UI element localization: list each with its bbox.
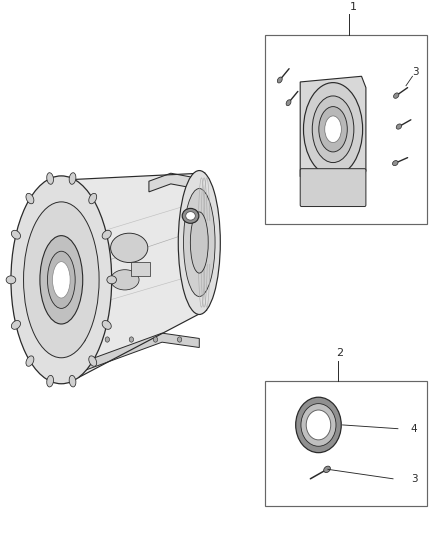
Circle shape: [177, 337, 182, 342]
FancyBboxPatch shape: [300, 168, 366, 207]
Bar: [131, 262, 150, 276]
Circle shape: [81, 337, 85, 342]
Text: 4: 4: [205, 185, 212, 195]
Bar: [265, 381, 427, 506]
Circle shape: [153, 337, 158, 342]
Ellipse shape: [110, 270, 139, 290]
Ellipse shape: [47, 173, 53, 184]
Ellipse shape: [11, 176, 112, 384]
Ellipse shape: [110, 233, 148, 263]
Ellipse shape: [324, 466, 330, 473]
Ellipse shape: [102, 230, 111, 239]
Circle shape: [301, 403, 336, 446]
Polygon shape: [300, 76, 366, 182]
Text: 4: 4: [411, 424, 417, 434]
Ellipse shape: [40, 236, 83, 324]
Text: 2: 2: [336, 349, 344, 358]
Ellipse shape: [394, 93, 399, 98]
Text: 1: 1: [350, 2, 357, 12]
Ellipse shape: [89, 193, 97, 204]
Ellipse shape: [11, 320, 21, 329]
Ellipse shape: [191, 212, 208, 273]
Ellipse shape: [89, 356, 97, 366]
Ellipse shape: [107, 276, 117, 284]
Text: 3: 3: [411, 474, 417, 484]
Ellipse shape: [277, 77, 282, 83]
Ellipse shape: [286, 100, 291, 106]
Ellipse shape: [178, 171, 220, 314]
Circle shape: [306, 410, 331, 440]
Ellipse shape: [47, 251, 75, 309]
Circle shape: [105, 337, 110, 342]
Ellipse shape: [24, 202, 99, 358]
Polygon shape: [74, 173, 220, 377]
Ellipse shape: [6, 276, 16, 284]
Ellipse shape: [186, 212, 195, 220]
Ellipse shape: [69, 375, 76, 387]
Circle shape: [129, 337, 134, 342]
Ellipse shape: [102, 320, 111, 329]
Ellipse shape: [184, 189, 215, 296]
Ellipse shape: [312, 96, 354, 163]
Ellipse shape: [69, 173, 76, 184]
Ellipse shape: [392, 160, 398, 166]
Ellipse shape: [182, 208, 199, 223]
Polygon shape: [149, 173, 199, 192]
Ellipse shape: [304, 83, 363, 176]
Ellipse shape: [325, 116, 341, 142]
Ellipse shape: [11, 230, 21, 239]
Ellipse shape: [53, 262, 70, 298]
Text: 3: 3: [413, 68, 419, 77]
Bar: [265, 35, 427, 224]
Circle shape: [296, 397, 341, 453]
Polygon shape: [53, 333, 199, 382]
Ellipse shape: [319, 107, 347, 152]
Ellipse shape: [26, 193, 34, 204]
Ellipse shape: [47, 375, 53, 387]
Ellipse shape: [396, 124, 402, 129]
Ellipse shape: [26, 356, 34, 366]
